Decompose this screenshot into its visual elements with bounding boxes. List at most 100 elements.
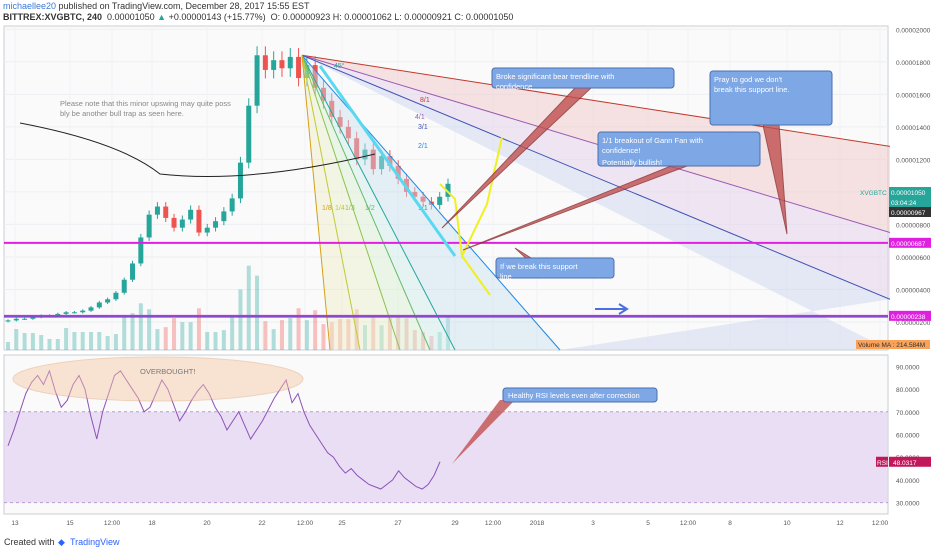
candle-body: [329, 100, 335, 118]
volume-bar: [387, 318, 392, 350]
gann-fan-label: 1/4: [335, 205, 345, 212]
rsi-tick-label: 80.0000: [896, 387, 920, 394]
candle-body: [146, 214, 152, 238]
price-badge: [889, 237, 931, 248]
candle-body: [237, 162, 243, 199]
y-tick-label: 0.00001800: [896, 60, 931, 67]
volume-bar: [122, 315, 127, 350]
rsi-tick-label: 30.0000: [896, 501, 920, 508]
candle-body: [138, 237, 144, 264]
volume-bar: [404, 318, 409, 350]
callout-text: confidence!: [602, 146, 640, 155]
volume-bar: [213, 332, 218, 350]
drawings-layer: Broke significant bear trendline withcon…: [19, 65, 833, 464]
y-tick-label: 0.00001600: [896, 92, 931, 99]
volume-bar: [230, 315, 235, 350]
x-tick-label: 12:00: [485, 520, 502, 527]
brand-link[interactable]: TradingView: [70, 537, 120, 547]
volume-bar: [271, 329, 276, 350]
rsi-tick-label: 60.0000: [896, 433, 920, 440]
candle-body: [130, 263, 136, 280]
x-tick-label: 18: [148, 520, 156, 527]
volume-badge: [856, 340, 930, 349]
volume-bar: [55, 339, 60, 350]
volume-bar: [205, 332, 210, 350]
candle-body: [188, 209, 194, 220]
author-link[interactable]: michaellee20: [3, 1, 57, 11]
bulltrap-note: Please note that this minor upswing may …: [60, 99, 231, 108]
y-tick-label: 0.00000400: [896, 287, 931, 294]
y-tick-label: 0.00001200: [896, 157, 931, 164]
candle-body: [55, 313, 61, 316]
volume-bar: [338, 319, 343, 350]
candle-body: [63, 312, 69, 314]
candle-body: [113, 292, 119, 300]
rsi-value-badge: [889, 456, 931, 467]
volume-bar: [429, 336, 434, 350]
publish-line: michaellee20 published on TradingView.co…: [3, 1, 310, 12]
price-badge-text: 0.00000967: [891, 210, 926, 217]
candle-body: [163, 206, 169, 218]
volume-bar: [188, 322, 193, 350]
candle-body: [221, 211, 227, 222]
volume-bar: [263, 321, 268, 350]
bulltrap-note: bly be another bull trap as seen here.: [60, 109, 184, 118]
volume-bar: [72, 332, 77, 350]
chart-canvas[interactable]: 8/14/13/12/11/11/21/31/41/845° OVERBOUGH…: [0, 24, 932, 531]
volume-bar: [221, 330, 226, 350]
candle-body: [105, 299, 111, 303]
gann-fan-line: [301, 55, 331, 351]
symbol-badge: XVGBTC: [860, 190, 887, 197]
candle-body: [370, 149, 376, 170]
volume-bar: [379, 325, 384, 350]
gann-fan-line: [301, 54, 891, 147]
overbought-ellipse: [12, 356, 304, 402]
projection-down-arrow: [461, 255, 491, 296]
volume-bar: [246, 265, 251, 350]
gann-fan-line: [301, 54, 561, 351]
y-tick-label: 0.00000200: [896, 320, 931, 327]
volume-bar: [437, 332, 442, 350]
x-tick-label: 20: [203, 520, 211, 527]
symbol-line: BITTREX:XVGBTC, 240 0.00001050 ▲ +0.0000…: [3, 12, 513, 23]
x-tick-label: 22: [258, 520, 266, 527]
candle-body: [171, 217, 177, 228]
candle-body: [420, 196, 426, 202]
last-price: 0.00001050: [107, 12, 155, 22]
volume-bar: [138, 303, 143, 350]
rsi-value-text: 48.0317: [893, 460, 917, 467]
callout-text: If we break this support: [500, 262, 578, 271]
annotation-note_gann: 1/1 breakout of Gann Fan withconfidence!…: [462, 131, 761, 251]
gann-fan-line: [301, 54, 891, 234]
gann-fan-label: 3/1: [418, 124, 428, 131]
price-badge-text: 0.00000238: [891, 314, 926, 321]
price-badge: [889, 197, 931, 207]
tradingview-logo-icon: ◆: [58, 537, 65, 547]
candle-body: [154, 206, 160, 215]
volume-bar: [196, 308, 201, 350]
volume-bar: [421, 332, 426, 350]
volume-bar: [304, 320, 309, 350]
gann-fan-label: 1/2: [365, 205, 375, 212]
volume-bar: [255, 275, 260, 350]
price-badge: [889, 207, 931, 217]
candle-body: [287, 56, 293, 69]
candle-body: [387, 156, 393, 166]
y-tick-label: 0.00000800: [896, 222, 931, 229]
x-tick-label: 27: [394, 520, 402, 527]
x-tick-label: 12:00: [680, 520, 697, 527]
volume-label: Volume MA : 214.584M: [858, 342, 925, 349]
candle-body: [445, 183, 451, 197]
candle-body: [345, 126, 351, 139]
candle-body: [395, 165, 401, 179]
candle-body: [121, 279, 127, 293]
annotation-note_rsi: Healthy RSI levels even after correction: [452, 387, 658, 464]
candle-body: [246, 105, 252, 163]
rsi-pane[interactable]: OVERBOUGHT!: [3, 354, 889, 515]
callout-text: Pray to god we don't: [714, 75, 783, 84]
candle-body: [229, 198, 235, 212]
volume-bar: [14, 329, 19, 350]
volume-bar: [80, 332, 85, 350]
